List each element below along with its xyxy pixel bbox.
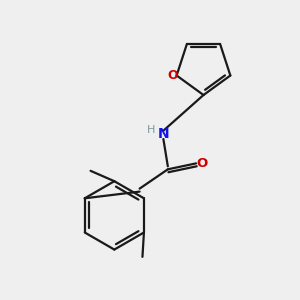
Text: N: N	[158, 127, 169, 141]
Text: O: O	[168, 69, 178, 82]
Text: O: O	[196, 157, 208, 170]
Text: H: H	[147, 125, 155, 135]
